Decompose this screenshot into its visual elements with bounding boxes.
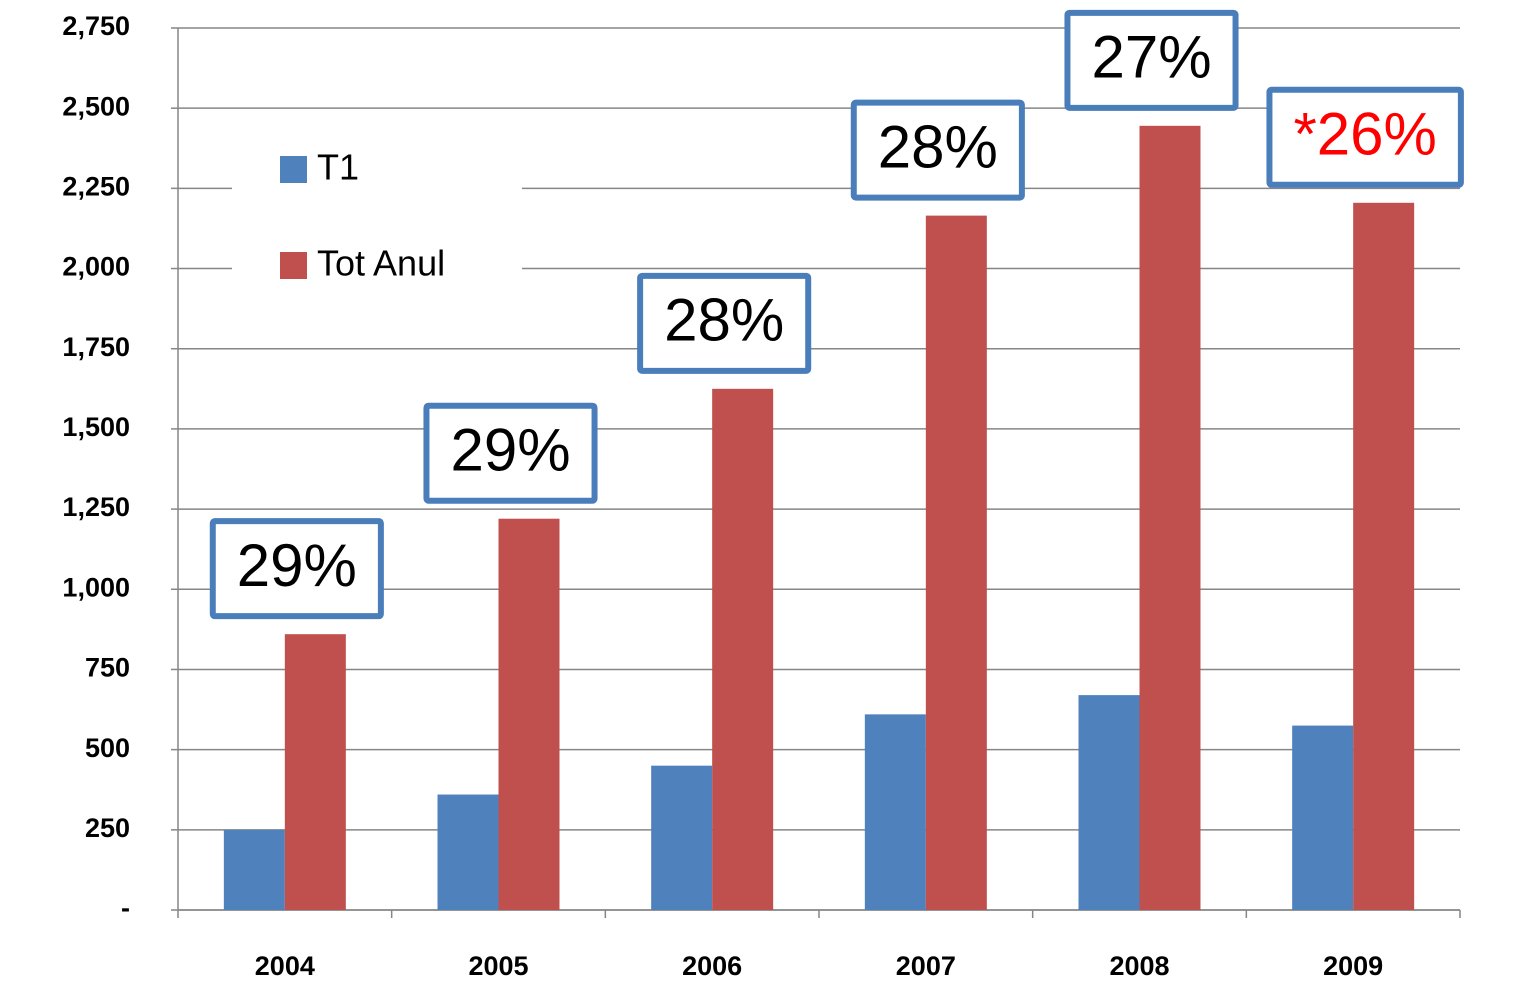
y-tick-label: 1,000 — [62, 572, 130, 602]
bar — [651, 765, 713, 910]
annotation-box — [209, 518, 384, 620]
bar — [284, 634, 346, 910]
annotation-box — [423, 402, 598, 504]
annotation: 29% — [237, 532, 357, 599]
y-tick-label: 750 — [85, 653, 130, 683]
bar — [864, 714, 926, 910]
legend-label: Tot Anul — [317, 243, 445, 284]
bar — [223, 829, 285, 910]
y-tick-label: 1,500 — [62, 412, 130, 442]
x-tick-label: 2008 — [1109, 951, 1169, 981]
y-tick-label: 2,000 — [62, 252, 130, 282]
y-tick-label: 2,750 — [62, 11, 130, 41]
y-tick-label: 2,250 — [62, 171, 130, 201]
annotation: 28% — [664, 287, 784, 354]
bar — [925, 215, 987, 910]
x-tick-label: 2005 — [468, 951, 528, 981]
annotation-box — [1064, 9, 1239, 111]
annotation-box — [637, 272, 812, 374]
annotation: 27% — [1091, 24, 1211, 91]
annotation: 29% — [450, 417, 570, 484]
bar — [1139, 125, 1201, 910]
x-tick-label: 2009 — [1323, 951, 1383, 981]
bar — [1353, 202, 1415, 910]
x-tick-label: 2004 — [255, 951, 315, 981]
bar — [498, 518, 560, 910]
bar — [1292, 725, 1354, 910]
annotation: 28% — [878, 113, 998, 180]
y-tick-label: 500 — [85, 733, 130, 763]
bar — [437, 794, 499, 910]
legend-swatch — [280, 252, 307, 279]
legend-swatch — [280, 156, 307, 183]
y-tick-label: 2,500 — [62, 91, 130, 121]
y-tick-label: 250 — [85, 813, 130, 843]
y-tick-label: 1,250 — [62, 492, 130, 522]
annotation-box — [1266, 86, 1464, 188]
y-tick-label: 1,750 — [62, 332, 130, 362]
x-tick-label: 2007 — [896, 951, 956, 981]
x-tick-label: 2006 — [682, 951, 742, 981]
bar — [712, 388, 774, 910]
annotation: *26% — [1293, 101, 1436, 168]
bar — [1078, 695, 1140, 910]
y-tick-label: - — [121, 893, 130, 923]
legend-label: T1 — [317, 147, 359, 188]
annotation-box — [850, 99, 1025, 201]
